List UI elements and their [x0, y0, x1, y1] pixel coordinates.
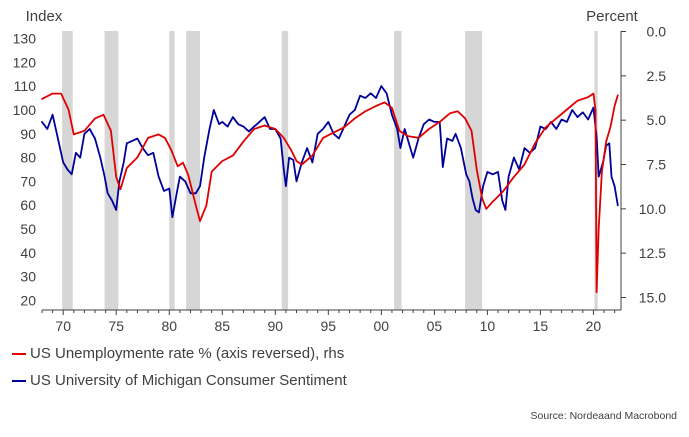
- legend-swatch-red: [12, 352, 26, 355]
- recession-band: [465, 31, 483, 310]
- recession-band: [394, 31, 402, 310]
- left-tick-label: 60: [20, 197, 36, 213]
- left-tick-label: 100: [13, 102, 37, 118]
- left-tick-label: 70: [20, 173, 36, 189]
- right-tick-label: 12.5: [639, 245, 666, 261]
- series-lines: [41, 85, 619, 294]
- recession-band: [169, 31, 175, 310]
- left-axis-title: Index: [26, 8, 63, 25]
- sentiment-line: [41, 85, 619, 219]
- right-tick-label: 2.5: [647, 68, 667, 84]
- left-tick-label: 90: [20, 126, 36, 142]
- x-tick-label: 70: [55, 318, 71, 334]
- x-tick-label: 15: [533, 318, 549, 334]
- left-tick-label: 40: [20, 245, 36, 261]
- x-tick-label: 05: [427, 318, 443, 334]
- x-tick-label: 90: [268, 318, 284, 334]
- right-axis-title: Percent: [586, 8, 639, 25]
- right-tick-label: 5.0: [647, 112, 667, 128]
- recession-band: [281, 31, 289, 310]
- axes: 130 120 110 100 90 80 70 60 50 40 30 20 0.0 2.5 5.0 7.5…: [13, 24, 667, 335]
- legend-label-sentiment: US University of Michigan Consumer Senti…: [30, 372, 347, 389]
- x-tick-label: 20: [586, 318, 602, 334]
- left-tick-label: 80: [20, 150, 36, 166]
- x-tick-label: 75: [108, 318, 124, 334]
- recession-band: [104, 31, 119, 310]
- recession-band: [186, 31, 200, 310]
- left-tick-label: 20: [20, 293, 36, 309]
- left-tick-label: 130: [13, 31, 37, 47]
- left-tick-label: 50: [20, 221, 36, 237]
- x-tick-label: 10: [480, 318, 496, 334]
- x-tick-label: 00: [374, 318, 390, 334]
- legend-swatch-blue: [12, 379, 26, 382]
- source-note: Source: Nordeaand Macrobond: [530, 410, 677, 422]
- x-tick-label: 85: [215, 318, 231, 334]
- x-tick-label: 80: [162, 318, 178, 334]
- left-tick-label: 110: [14, 78, 37, 94]
- right-tick-label: 0.0: [647, 24, 667, 40]
- left-tick-label: 120: [13, 54, 37, 70]
- legend-label-unemployment: US Unemploymente rate % (axis reversed),…: [30, 345, 345, 362]
- left-tick-label: 30: [20, 269, 36, 285]
- right-tick-label: 7.5: [647, 157, 667, 173]
- x-tick-label: 95: [321, 318, 337, 334]
- recession-bands: [62, 31, 598, 310]
- right-tick-label: 10.0: [639, 201, 666, 217]
- legend-item-unemployment: US Unemploymente rate % (axis reversed),…: [12, 345, 344, 362]
- right-tick-label: 15.0: [639, 290, 666, 306]
- legend-item-sentiment: US University of Michigan Consumer Senti…: [12, 372, 347, 389]
- unemployment-line: [41, 92, 619, 294]
